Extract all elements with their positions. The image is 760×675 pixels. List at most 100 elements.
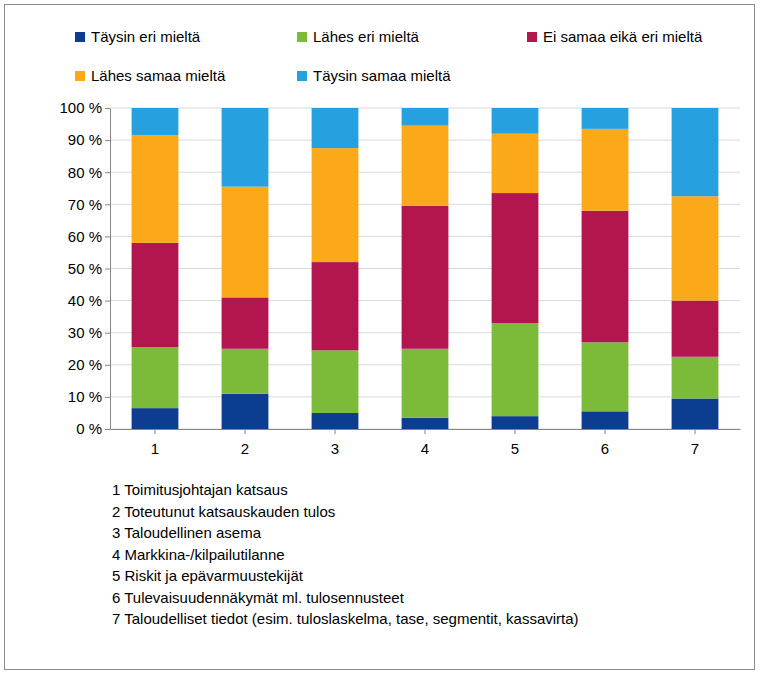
tick: 70 % — [68, 196, 110, 213]
tick: 2 — [241, 429, 249, 457]
legend-swatch — [527, 32, 537, 42]
tick: 20 % — [68, 356, 110, 373]
tick-mark — [105, 301, 110, 302]
bar — [312, 350, 359, 413]
tick-label: 80 % — [68, 164, 102, 181]
tick: 100 % — [59, 99, 110, 116]
tick-label: 0 % — [76, 420, 102, 437]
tick-mark — [105, 236, 110, 237]
bar — [582, 211, 629, 343]
legend-label: Lähes eri mieltä — [313, 28, 420, 45]
tick-label: 20 % — [68, 356, 102, 373]
legend-swatch — [75, 32, 85, 42]
series — [132, 193, 719, 357]
tick: 50 % — [68, 260, 110, 277]
tick-mark — [105, 204, 110, 205]
tick: 80 % — [68, 164, 110, 181]
bar — [222, 394, 269, 429]
tick: 40 % — [68, 292, 110, 309]
legend-item: Lähes samaa mieltä — [75, 67, 226, 84]
bar — [132, 135, 179, 243]
annotation: 5 Riskit ja epävarmuustekijät — [112, 567, 304, 584]
tick-label: 30 % — [68, 324, 102, 341]
tick-label: 3 — [331, 440, 339, 457]
tick-mark — [105, 269, 110, 270]
bar — [402, 418, 449, 429]
tick-mark — [695, 429, 696, 434]
bar — [402, 206, 449, 349]
bar — [672, 399, 719, 429]
grid — [110, 108, 740, 429]
legend-label: Täysin samaa mieltä — [313, 67, 451, 84]
legend-item: Ei samaa eikä eri mieltä — [527, 28, 703, 45]
annotation: 6 Tulevaisuudennäkymät ml. tulosennustee… — [112, 589, 405, 606]
bar — [582, 129, 629, 211]
tick: 60 % — [68, 228, 110, 245]
bar — [132, 243, 179, 347]
tick-label: 40 % — [68, 292, 102, 309]
annotation: 3 Taloudellinen asema — [112, 524, 262, 541]
y-axis: 0 % 10 % 20 % 30 % 40 % 50 % 60 % 70 % 80 % 90 % 1… — [59, 99, 110, 437]
bar — [672, 301, 719, 357]
annotation: 1 Toimitusjohtajan katsaus — [112, 481, 288, 498]
tick-mark — [245, 429, 246, 434]
legend-swatch — [297, 32, 307, 42]
tick-label: 70 % — [68, 196, 102, 213]
tick-label: 7 — [691, 440, 699, 457]
annotation: 2 Toteutunut katsauskauden tulos — [112, 503, 335, 520]
bar — [672, 357, 719, 399]
tick-mark — [155, 429, 156, 434]
tick-mark — [425, 429, 426, 434]
legend-swatch — [75, 71, 85, 81]
tick-mark — [105, 108, 110, 109]
tick-mark — [105, 140, 110, 141]
bar — [672, 196, 719, 300]
tick-mark — [105, 397, 110, 398]
bar — [402, 349, 449, 418]
tick-label: 50 % — [68, 260, 102, 277]
bar — [222, 108, 269, 187]
bar — [402, 108, 449, 126]
annotation: 4 Markkina-/kilpailutilanne — [112, 546, 285, 563]
annotation: 7 Taloudelliset tiedot (esim. tuloslaske… — [112, 610, 579, 627]
bar — [222, 349, 269, 394]
x-axis: 1 2 3 4 5 6 7 — [111, 429, 741, 457]
tick-label: 2 — [241, 440, 249, 457]
tick-label: 6 — [601, 440, 609, 457]
tick-label: 5 — [511, 440, 519, 457]
tick: 10 % — [68, 388, 110, 405]
bar — [402, 126, 449, 206]
series — [132, 108, 719, 196]
tick: 90 % — [68, 131, 110, 148]
legend-label: Ei samaa eikä eri mieltä — [543, 28, 703, 45]
bar — [222, 297, 269, 348]
chart-frame — [5, 5, 755, 670]
bar — [492, 108, 539, 134]
series — [132, 126, 719, 301]
tick-label: 10 % — [68, 388, 102, 405]
bar — [222, 187, 269, 298]
bar — [492, 323, 539, 416]
bars — [132, 108, 719, 429]
tick-label: 4 — [421, 440, 429, 457]
bar — [132, 347, 179, 408]
bar — [312, 262, 359, 350]
tick: 3 — [331, 429, 339, 457]
tick: 0 % — [76, 420, 110, 437]
tick-mark — [605, 429, 606, 434]
tick: 7 — [691, 429, 699, 457]
legend: Täysin eri mieltäLähes eri mieltäEi sama… — [75, 28, 703, 84]
tick-mark — [105, 333, 110, 334]
bar — [312, 148, 359, 262]
legend-label: Lähes samaa mieltä — [91, 67, 226, 84]
tick: 1 — [151, 429, 159, 457]
tick-mark — [105, 365, 110, 366]
tick-mark — [105, 429, 110, 430]
tick-mark — [105, 172, 110, 173]
tick: 5 — [511, 429, 519, 457]
annotations: 1 Toimitusjohtajan katsaus 2 Toteutunut k… — [112, 481, 579, 627]
bar — [672, 108, 719, 196]
tick: 4 — [421, 429, 429, 457]
tick: 30 % — [68, 324, 110, 341]
tick-label: 1 — [151, 440, 159, 457]
